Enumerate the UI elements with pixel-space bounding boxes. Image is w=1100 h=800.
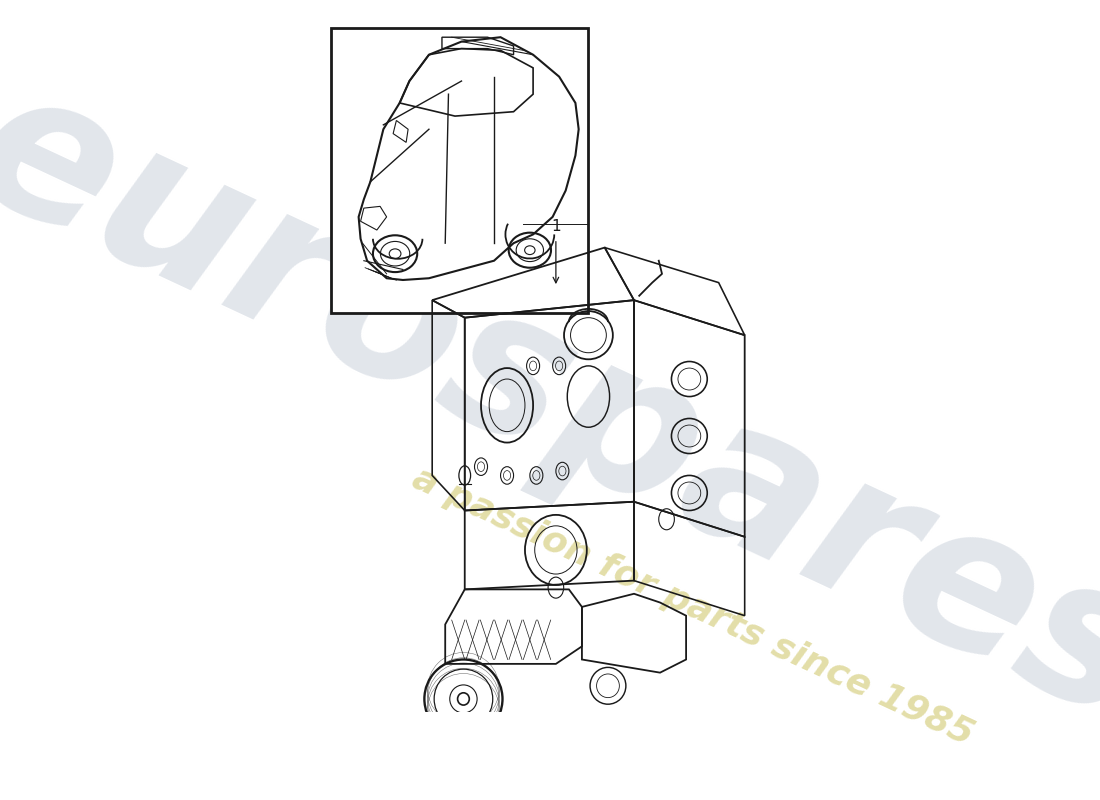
Text: eurospares: eurospares: [0, 48, 1100, 762]
Text: a passion for parts since 1985: a passion for parts since 1985: [407, 462, 979, 752]
Text: 1: 1: [551, 219, 561, 234]
Bar: [331, 29, 588, 314]
